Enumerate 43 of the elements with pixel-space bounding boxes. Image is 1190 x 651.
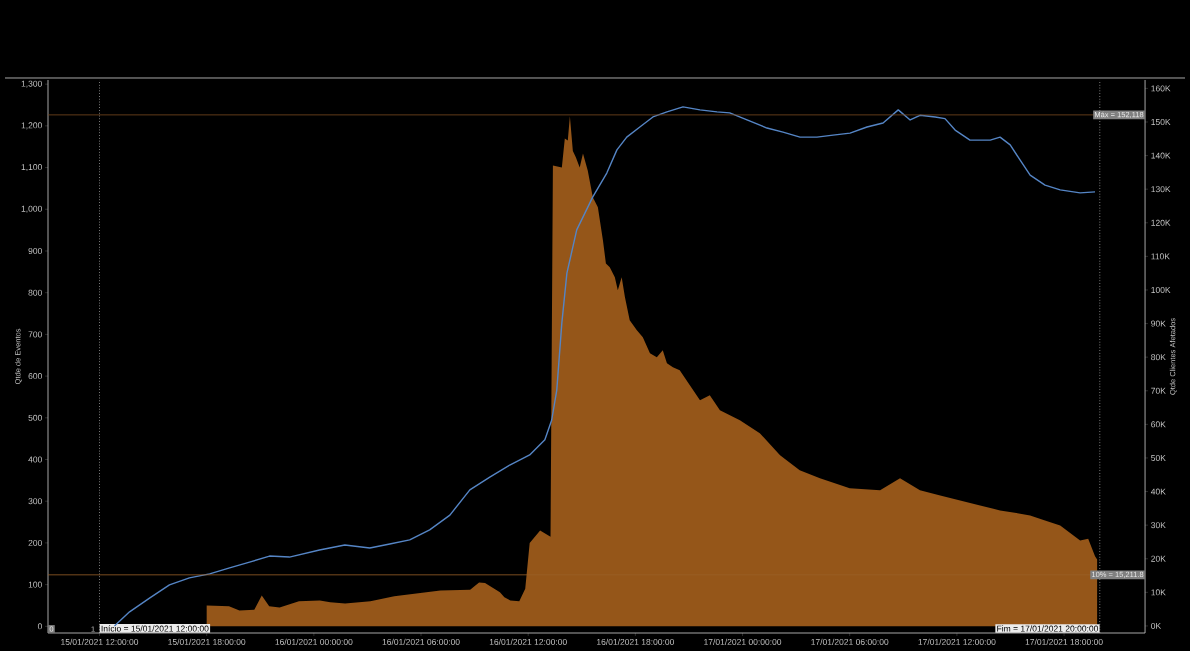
y-tick-label: 600: [28, 373, 42, 380]
x-tick-label: 16/01/2021 18:00:00: [597, 638, 675, 645]
ref-line-label: Início = 15/01/2021 12:00:00: [101, 625, 209, 632]
x-tick-label: 17/01/2021 18:00:00: [1025, 638, 1103, 645]
y-tick-label: 200: [28, 539, 42, 546]
y2-tick-label: 100K: [1151, 286, 1171, 293]
y-tick-label: 1,300: [21, 80, 42, 88]
y-tick-label: 300: [28, 498, 42, 505]
y2-tick-label: 40K: [1150, 488, 1166, 495]
y-tick-label: 500: [28, 414, 42, 421]
y2-tick-label: 60K: [1151, 421, 1166, 428]
y-tick-label: 700: [28, 331, 42, 338]
y-tick-label: 800: [28, 289, 42, 296]
x-tick-label: 17/01/2021 06:00:00: [811, 638, 889, 645]
y-tick-label: 1,000: [21, 205, 42, 213]
y2-tick-label: 10K: [1151, 589, 1166, 596]
y2-tick-label: 0K: [1151, 622, 1162, 629]
y2-tick-label: 20K: [1151, 555, 1166, 562]
y-tick-label: 400: [28, 456, 42, 463]
y2-tick-label: 90K: [1151, 320, 1166, 327]
x-tick-label: 16/01/2021 12:00:00: [489, 638, 567, 645]
y2-tick-label: 160K: [1151, 85, 1171, 92]
y-tick-label: 0: [37, 623, 42, 630]
y-tick-label: 1,200: [21, 122, 42, 130]
ref-line-label: Fim = 17/01/2021 20:00:00: [997, 625, 1099, 632]
y-tick-label: 900: [28, 247, 42, 254]
y2-tick-label: 30K: [1151, 522, 1166, 529]
x-tick-label: 15/01/2021 12:00:00: [61, 638, 139, 645]
y-tick-label: 1,100: [21, 164, 42, 172]
x-tick-label: 15/01/2021 18:00:00: [168, 638, 246, 645]
y2-tick-label: 110K: [1151, 253, 1170, 260]
y2-tick-label: 130K: [1151, 186, 1171, 193]
x-tick-label: 17/01/2021 00:00:00: [704, 638, 782, 645]
x-tick-label: 16/01/2021 06:00:00: [382, 638, 460, 645]
x-tick-label: 16/01/2021 00:00:00: [275, 638, 353, 645]
y2-tick-label: 80K: [1151, 354, 1166, 361]
y-tick-label: 100: [28, 581, 42, 588]
y2-tick-label: 140K: [1151, 152, 1171, 159]
y2-tick-label: 70K: [1151, 387, 1166, 394]
y2-tick-label: 50K: [1151, 454, 1166, 461]
y2-tick-label: 150K: [1151, 118, 1171, 125]
x-tick-label: 17/01/2021 12:00:00: [918, 638, 996, 645]
y2-tick-label: 120K: [1151, 219, 1171, 226]
